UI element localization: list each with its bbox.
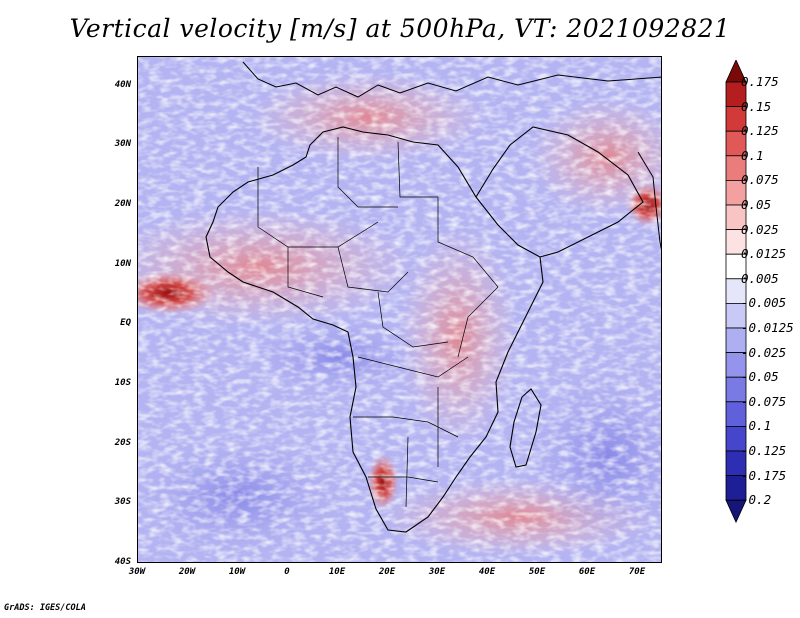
colorbar-tick-label: 0.075 [741,172,779,188]
colorbar-tick-label: -0.175 [741,467,787,483]
lon-tick-label: 0 [284,567,290,577]
arabia-coastline [475,126,644,258]
colorbar-tick-label: 0.0125 [741,246,787,262]
colorbar-tick-label: -0.2 [741,492,772,508]
lat-tick-label: EQ [120,318,131,329]
europe-coastline [242,61,661,98]
map-panel [137,56,662,563]
lon-tick-label: 20W [178,567,196,577]
africa-coastline [205,126,544,533]
lon-tick-label: 70E [628,567,646,577]
lat-tick-label: 40N [114,79,131,90]
india-coastline [637,151,661,250]
lon-tick-label: 10W [228,567,246,577]
lat-tick-label: 20S [114,437,131,448]
colorbar-tick-label: 0.125 [741,123,779,139]
colorbar-segment [725,499,747,524]
lat-tick-label: 10S [114,378,131,389]
lat-tick-label: 40S [114,557,131,567]
colorbar-tick-label: 0.15 [741,98,772,114]
lon-tick-label: 30E [428,567,446,577]
credit-text: GrADS: IGES/COLA [4,603,86,613]
colorbar-tick-label: -0.005 [741,295,787,311]
colorbar-tick-label: -0.075 [741,393,787,409]
lat-tick-label: 30S [114,497,131,508]
lon-tick-label: 20E [378,567,396,577]
colorbar-tick-label: -0.0125 [741,320,794,335]
colorbar-tick-label: -0.025 [741,344,787,360]
lat-tick-label: 30N [114,139,131,150]
lon-tick-label: 10E [328,567,346,577]
colorbar-tick-label: -0.1 [741,418,772,434]
colorbar-tick-label: -0.125 [741,443,787,458]
lat-tick-label: 20N [114,199,131,210]
colorbar-tick-label: 0.05 [741,197,772,212]
lon-tick-label: 40E [478,567,496,577]
colorbar-tick-label: -0.05 [741,369,779,385]
colorbar-tick-label: 0.175 [741,74,779,89]
velocity-field [138,57,661,562]
country-borders [257,137,499,508]
lon-tick-label: 30W [128,567,146,577]
colorbar [725,60,747,524]
lat-tick-label: 10N [114,258,131,269]
map-title: Vertical velocity [m/s] at 500hPa, VT: 2… [69,14,731,43]
colorbar-tick-label: 0.025 [741,221,779,237]
colorbar-tick-label: 0.005 [741,270,779,286]
lon-tick-label: 60E [578,567,596,577]
lon-tick-label: 50E [528,567,546,577]
colorbar-tick-label: 0.1 [741,147,764,163]
madagascar-coastline [509,388,542,468]
